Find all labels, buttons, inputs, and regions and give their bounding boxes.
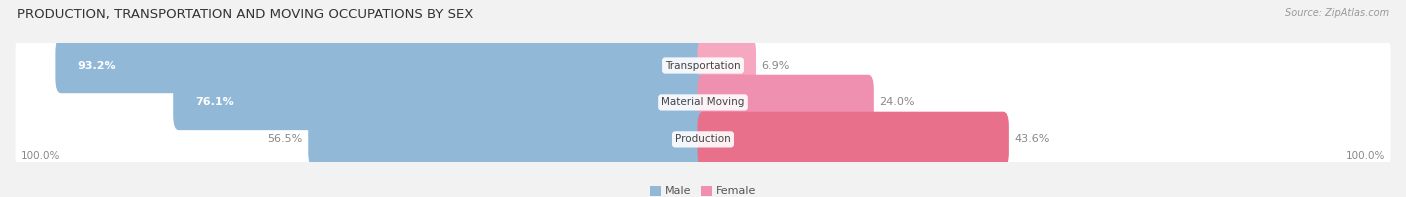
Text: Production: Production — [675, 134, 731, 144]
FancyBboxPatch shape — [697, 38, 756, 93]
Text: 100.0%: 100.0% — [21, 151, 60, 161]
FancyBboxPatch shape — [15, 73, 1391, 132]
FancyBboxPatch shape — [697, 112, 1010, 167]
Text: 76.1%: 76.1% — [195, 98, 233, 107]
Text: Source: ZipAtlas.com: Source: ZipAtlas.com — [1285, 8, 1389, 18]
Text: Transportation: Transportation — [665, 60, 741, 71]
Text: 6.9%: 6.9% — [762, 60, 790, 71]
FancyBboxPatch shape — [55, 38, 709, 93]
FancyBboxPatch shape — [697, 75, 875, 130]
Text: PRODUCTION, TRANSPORTATION AND MOVING OCCUPATIONS BY SEX: PRODUCTION, TRANSPORTATION AND MOVING OC… — [17, 8, 474, 21]
Legend: Male, Female: Male, Female — [645, 181, 761, 197]
Text: Material Moving: Material Moving — [661, 98, 745, 107]
FancyBboxPatch shape — [308, 112, 709, 167]
Text: 100.0%: 100.0% — [1346, 151, 1385, 161]
Text: 43.6%: 43.6% — [1014, 134, 1050, 144]
Text: 56.5%: 56.5% — [267, 134, 302, 144]
Text: 93.2%: 93.2% — [77, 60, 117, 71]
FancyBboxPatch shape — [15, 36, 1391, 95]
FancyBboxPatch shape — [173, 75, 709, 130]
Text: 24.0%: 24.0% — [879, 98, 915, 107]
FancyBboxPatch shape — [15, 110, 1391, 169]
